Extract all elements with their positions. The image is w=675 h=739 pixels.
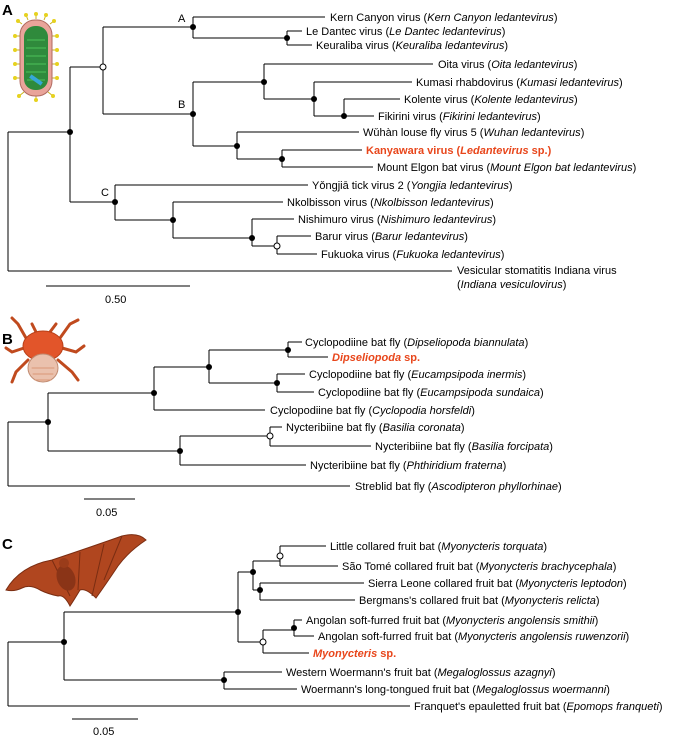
tree-c: Little collared fruit bat (Myonycteris t… <box>7 541 663 713</box>
scale-bar-b: 0.05 <box>84 498 135 519</box>
taxon-label-highlight: Kanyawara virus (Ledantevirus sp.) <box>366 145 552 157</box>
fruit-bat-icon <box>5 534 147 607</box>
taxon-label: Keuraliba virus (Keuraliba ledantevirus) <box>316 40 508 52</box>
scale-bar-a: 0.50 <box>46 285 190 306</box>
taxon-label: Kolente virus (Kolente ledantevirus) <box>404 94 578 106</box>
bat-fly-icon <box>4 316 86 384</box>
taxon-label: Cyclopodiine bat fly (Cyclopodia horsfel… <box>270 405 475 417</box>
tree-a: A B C Kern Canyon virus (Kern Canyon led… <box>7 12 636 291</box>
taxon-label: Nycteribiine bat fly (Basilia forcipata) <box>375 441 553 453</box>
tree-b-nodes <box>45 347 291 454</box>
taxon-label: Little collared fruit bat (Myonycteris t… <box>330 541 547 553</box>
taxon-label: Western Woermann's fruit bat (Megaloglos… <box>286 667 556 679</box>
taxon-label: Nkolbisson virus (Nkolbisson ledanteviru… <box>287 197 494 209</box>
taxon-label: Woermann's long-tongued fruit bat (Megal… <box>301 684 610 696</box>
taxon-labels-a: Kern Canyon virus (Kern Canyon ledantevi… <box>287 12 636 291</box>
tree-b: Cyclopodiine bat fly (Dipseliopoda biann… <box>7 337 562 493</box>
panel-b: B <box>2 316 562 519</box>
scale-label-c: 0.05 <box>93 726 114 738</box>
node-label-a: A <box>178 13 186 25</box>
virion-icon <box>13 12 59 102</box>
panel-a: A <box>2 2 636 306</box>
node-label-b: B <box>178 99 185 111</box>
scale-label-a: 0.50 <box>105 294 126 306</box>
taxon-label: Fukuoka virus (Fukuoka ledantevirus) <box>321 249 504 261</box>
taxon-label: Oita virus (Oita ledantevirus) <box>438 59 577 71</box>
tree-a-nodes <box>67 24 347 250</box>
taxon-label: Kumasi rhabdovirus (Kumasi ledantevirus) <box>416 77 623 89</box>
taxon-label: Kern Canyon virus (Kern Canyon ledantevi… <box>330 12 557 24</box>
taxon-label: Sierra Leone collared fruit bat (Myonyct… <box>368 578 627 590</box>
taxon-label: Vesicular stomatitis Indiana virus <box>457 265 617 277</box>
taxon-label-highlight: Myonycteris sp. <box>313 648 396 660</box>
taxon-labels-c: Little collared fruit bat (Myonycteris t… <box>286 541 663 713</box>
taxon-label: Cyclopodiine bat fly (Eucampsipoda inerm… <box>309 369 526 381</box>
taxon-label: Nycteribiine bat fly (Phthiridium frater… <box>310 460 506 472</box>
tree-c-branches <box>7 545 410 707</box>
taxon-label: Streblid bat fly (Ascodipteron phyllorhi… <box>355 481 562 493</box>
taxon-labels-b: Cyclopodiine bat fly (Dipseliopoda biann… <box>270 337 562 493</box>
taxon-label: Bergmans's collared fruit bat (Myonycter… <box>359 595 600 607</box>
panel-a-letter: A <box>2 2 13 19</box>
panel-c: C <box>2 534 663 738</box>
taxon-label: Franquet's epauletted fruit bat (Epomops… <box>414 701 663 713</box>
taxon-label: Angolan soft-furred fruit bat (Myonycter… <box>306 615 598 627</box>
taxon-label: São Tomé collared fruit bat (Myonycteris… <box>342 561 616 573</box>
taxon-label: Nycteribiine bat fly (Basilia coronata) <box>286 422 465 434</box>
taxon-label: Cyclopodiine bat fly (Eucampsipoda sunda… <box>318 387 544 399</box>
tree-a-branches <box>7 16 452 272</box>
tree-b-branches <box>7 341 371 487</box>
taxon-label: Cyclopodiine bat fly (Dipseliopoda biann… <box>305 337 528 349</box>
taxon-label: Wǔhàn louse fly virus 5 (Wuhan ledantevi… <box>363 127 584 139</box>
node-label-c: C <box>101 187 109 199</box>
taxon-label: Yǒngjiā tick virus 2 (Yongjia ledantevir… <box>312 180 513 192</box>
scale-bar-c: 0.05 <box>72 718 138 738</box>
taxon-label: Le Dantec virus (Le Dantec ledantevirus) <box>306 26 505 38</box>
taxon-label: Mount Elgon bat virus (Mount Elgon bat l… <box>377 162 636 174</box>
panel-b-letter: B <box>2 331 13 348</box>
panel-c-letter: C <box>2 536 13 553</box>
taxon-label: (Indiana vesiculovirus) <box>457 279 566 291</box>
tree-c-nodes <box>61 552 297 683</box>
taxon-label: Barur virus (Barur ledantevirus) <box>315 231 468 243</box>
taxon-label-highlight: Dipseliopoda sp. <box>332 352 420 364</box>
taxon-label: Fikirini virus (Fikirini ledantevirus) <box>378 111 541 123</box>
taxon-label: Angolan soft-furred fruit bat (Myonycter… <box>318 631 629 643</box>
taxon-label: Nishimuro virus (Nishimuro ledantevirus) <box>298 214 496 226</box>
scale-label-b: 0.05 <box>96 507 117 519</box>
